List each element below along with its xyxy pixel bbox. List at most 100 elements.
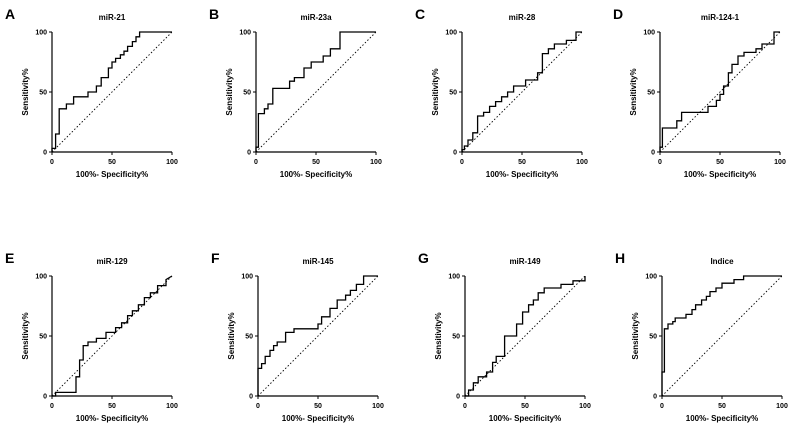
y-axis-label: Sensitivity% [225, 68, 234, 115]
chart-title: miR-129 [96, 257, 128, 266]
roc-curve [461, 31, 582, 152]
y-axis-label: Sensitivity% [431, 68, 440, 115]
x-axis-label: 100%- Specificity% [76, 170, 148, 179]
y-tick-label: 100 [241, 274, 253, 281]
x-tick-label: 0 [658, 159, 662, 166]
reference-diagonal-line [659, 31, 781, 153]
roc-curve [661, 275, 782, 396]
y-tick-label: 0 [456, 394, 460, 401]
y-axis-label: Sensitivity% [21, 312, 30, 359]
panel-letter: D [613, 6, 623, 22]
chart-title: miR-28 [509, 13, 536, 22]
x-axis-label: 100%- Specificity% [684, 170, 756, 179]
y-tick-label: 0 [453, 150, 457, 157]
y-tick-label: 0 [43, 394, 47, 401]
x-tick-label: 0 [660, 403, 664, 410]
y-tick-label: 0 [43, 150, 47, 157]
y-tick-label: 100 [445, 30, 457, 37]
chart-title: miR-149 [509, 257, 541, 266]
x-tick-label: 0 [460, 159, 464, 166]
reference-diagonal-line [255, 31, 377, 153]
x-tick-label: 50 [718, 403, 726, 410]
x-tick-label: 100 [166, 159, 178, 166]
x-tick-label: 100 [774, 159, 786, 166]
x-tick-label: 100 [576, 159, 588, 166]
y-tick-label: 50 [649, 334, 657, 341]
x-axis-label: 100%- Specificity% [280, 170, 352, 179]
x-axis-label: 100%- Specificity% [76, 414, 148, 423]
chart-title: miR-124-1 [701, 13, 740, 22]
y-tick-label: 0 [247, 150, 251, 157]
reference-diagonal-line [51, 275, 173, 397]
x-tick-label: 100 [776, 403, 788, 410]
y-tick-label: 100 [35, 30, 47, 37]
panel-letter: H [615, 250, 625, 266]
y-tick-label: 50 [647, 90, 655, 97]
y-axis-label: Sensitivity% [631, 312, 640, 359]
x-tick-label: 50 [716, 159, 724, 166]
chart-title: miR-21 [99, 13, 126, 22]
x-tick-label: 100 [372, 403, 384, 410]
y-tick-label: 0 [653, 394, 657, 401]
reference-diagonal-line [257, 275, 379, 397]
x-axis-label: 100%- Specificity% [686, 414, 758, 423]
x-axis-label: 100%- Specificity% [489, 414, 561, 423]
roc-curve [255, 31, 376, 152]
x-tick-label: 50 [108, 403, 116, 410]
panel-letter: E [5, 250, 14, 266]
y-axis-label: Sensitivity% [434, 312, 443, 359]
y-tick-label: 0 [651, 150, 655, 157]
roc-panel-h: H Indice 00 50 50 100 100 100%- Specificity% Sen… [615, 250, 788, 423]
reference-diagonal-line [464, 275, 586, 397]
y-tick-label: 0 [249, 394, 253, 401]
x-tick-label: 50 [521, 403, 529, 410]
reference-diagonal-line [51, 31, 173, 153]
x-axis-label: 100%- Specificity% [282, 414, 354, 423]
x-tick-label: 50 [312, 159, 320, 166]
chart-title: Indice [710, 257, 734, 266]
roc-curve [659, 31, 780, 152]
panel-letter: F [211, 250, 220, 266]
x-tick-label: 100 [579, 403, 591, 410]
panel-letter: A [5, 6, 15, 22]
panel-letter: B [209, 6, 219, 22]
roc-curve [51, 31, 172, 152]
x-tick-label: 0 [50, 159, 54, 166]
x-tick-label: 100 [166, 403, 178, 410]
y-tick-label: 100 [448, 274, 460, 281]
panel-letter: C [415, 6, 425, 22]
reference-diagonal-line [661, 275, 783, 397]
x-tick-label: 0 [254, 159, 258, 166]
chart-title: miR-23a [300, 13, 332, 22]
y-tick-label: 50 [39, 90, 47, 97]
panel-letter: G [418, 250, 429, 266]
reference-diagonal-line [461, 31, 583, 153]
x-tick-label: 0 [463, 403, 467, 410]
x-tick-label: 50 [518, 159, 526, 166]
y-axis-label: Sensitivity% [629, 68, 638, 115]
roc-curve [257, 275, 378, 396]
y-tick-label: 100 [35, 274, 47, 281]
y-tick-label: 50 [449, 90, 457, 97]
y-tick-label: 100 [239, 30, 251, 37]
y-tick-label: 100 [643, 30, 655, 37]
y-tick-label: 50 [245, 334, 253, 341]
x-axis-label: 100%- Specificity% [486, 170, 558, 179]
x-tick-label: 0 [50, 403, 54, 410]
chart-title: miR-145 [302, 257, 334, 266]
roc-curve [465, 276, 586, 397]
x-tick-label: 50 [314, 403, 322, 410]
y-tick-label: 100 [645, 274, 657, 281]
y-tick-label: 50 [39, 334, 47, 341]
x-tick-label: 50 [108, 159, 116, 166]
y-axis-label: Sensitivity% [21, 68, 30, 115]
x-tick-label: 100 [370, 159, 382, 166]
